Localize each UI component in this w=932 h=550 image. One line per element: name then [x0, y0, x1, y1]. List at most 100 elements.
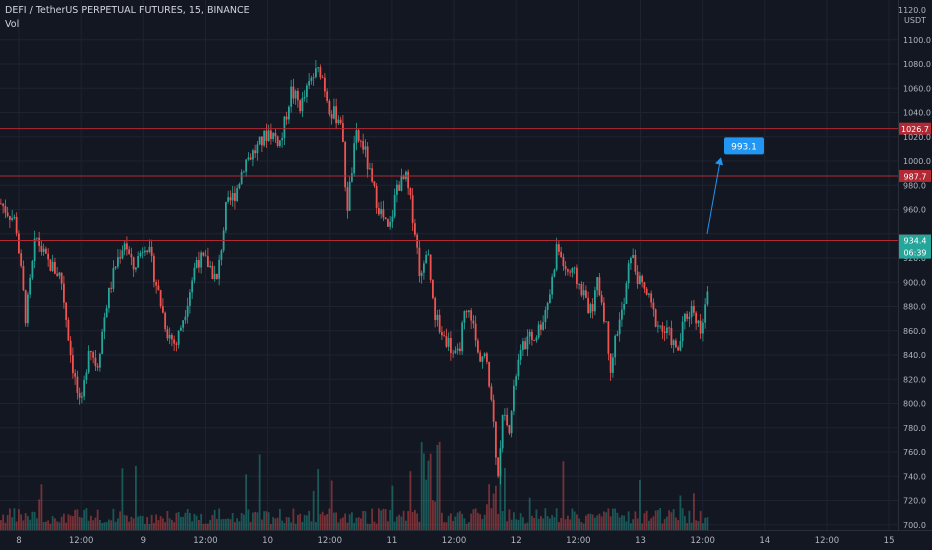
- volume-bar: [504, 468, 506, 530]
- volume-bar: [60, 516, 63, 530]
- candle-body: [452, 352, 455, 354]
- volume-bar: [306, 515, 308, 530]
- candle-body: [6, 212, 9, 217]
- volume-bar: [283, 522, 286, 530]
- top-price-tick: 1120.0: [898, 6, 926, 15]
- volume-bar: [382, 508, 385, 530]
- time-axis-separator: [0, 530, 932, 531]
- volume-bar: [182, 516, 185, 530]
- volume-bar: [346, 522, 349, 530]
- last-price-value: 934.4: [904, 237, 927, 246]
- volume-bar: [625, 521, 628, 530]
- price-tick-label: 760.0: [903, 448, 926, 457]
- volume-bar: [96, 509, 99, 530]
- candle-body: [117, 257, 119, 267]
- candle-body: [171, 334, 173, 340]
- price-tick-label: 980.0: [903, 181, 926, 190]
- volume-bar: [27, 516, 29, 530]
- volume-bar: [666, 516, 668, 530]
- candle-body: [481, 356, 484, 362]
- candle-body: [294, 90, 297, 99]
- candle-body: [396, 184, 398, 195]
- volume-label[interactable]: Vol: [5, 19, 20, 30]
- candle-body: [684, 313, 686, 322]
- time-tick-label: 13: [635, 536, 646, 546]
- candle-body: [342, 123, 344, 143]
- volume-bar: [645, 510, 648, 530]
- candle-body: [657, 325, 659, 327]
- callout-arrowhead: [715, 157, 723, 166]
- volume-bar: [510, 519, 513, 530]
- price-callout: 993.1: [706, 137, 764, 234]
- volume-bar: [321, 511, 324, 530]
- candle-body: [76, 376, 79, 393]
- volume-bar: [166, 510, 169, 530]
- volume-bar: [445, 522, 448, 530]
- volume-bar: [99, 519, 101, 530]
- volume-bar: [198, 520, 200, 530]
- volume-bar: [679, 495, 682, 530]
- candle-body: [582, 290, 585, 296]
- candle-body: [675, 340, 677, 348]
- volume-bar: [159, 516, 162, 530]
- candle-body: [551, 276, 554, 295]
- symbol-title[interactable]: DEFI / TetherUS PERPETUAL FUTURES, 15, B…: [5, 5, 250, 16]
- volume-bar: [639, 480, 641, 530]
- candle-body: [270, 130, 272, 139]
- volume-bar: [24, 513, 27, 530]
- volume-bar: [650, 518, 653, 530]
- volume-bar: [342, 517, 344, 530]
- volume-bar: [132, 518, 135, 530]
- volume-bar: [114, 521, 117, 530]
- candle-body: [128, 249, 131, 255]
- candle-body: [103, 317, 106, 332]
- volume-bar: [308, 510, 311, 530]
- volume-bar: [540, 515, 542, 530]
- candle-body: [216, 273, 218, 279]
- candle-body: [474, 323, 477, 341]
- candle-body: [605, 321, 608, 323]
- volume-bar: [33, 512, 36, 530]
- volume-bar: [47, 520, 50, 530]
- candle-body: [65, 302, 68, 321]
- candle-body: [477, 340, 479, 353]
- candle-body: [353, 143, 356, 174]
- volume-bar: [400, 516, 403, 530]
- volume-bar: [9, 508, 11, 530]
- volume-bar: [6, 515, 9, 530]
- candle-body: [380, 209, 383, 215]
- volume-bar: [15, 521, 18, 530]
- candle-body: [571, 268, 574, 273]
- candle-body: [101, 331, 104, 355]
- volume-bar: [209, 519, 212, 530]
- volume-bar: [544, 508, 547, 530]
- volume-bar: [515, 519, 518, 530]
- volume-bar: [301, 521, 304, 530]
- callout-box[interactable]: [724, 137, 764, 155]
- candle-body: [351, 173, 353, 182]
- candle-body: [267, 130, 270, 141]
- volume-bar: [488, 484, 491, 530]
- volume-bar: [648, 520, 650, 530]
- candle-body: [517, 359, 520, 377]
- volume-bar: [391, 485, 394, 530]
- price-tick-label: 700.0: [903, 521, 926, 530]
- candle-body: [236, 188, 239, 201]
- candle-body: [564, 266, 567, 270]
- candle-body: [326, 91, 329, 101]
- candle-body: [576, 267, 578, 285]
- candle-body: [218, 259, 221, 279]
- currency-label[interactable]: 1120.0 USDT: [898, 6, 926, 26]
- volume-bar: [567, 515, 569, 530]
- volume-bar: [706, 517, 709, 530]
- candle-body: [254, 150, 257, 154]
- volume-bar: [220, 519, 223, 530]
- volume-bar: [387, 521, 389, 530]
- volume-bar: [542, 518, 545, 530]
- volume-bar: [447, 515, 450, 530]
- candle-body: [31, 260, 34, 278]
- candle-body: [459, 348, 461, 352]
- volume-bar: [324, 515, 326, 530]
- candle-body: [465, 311, 468, 313]
